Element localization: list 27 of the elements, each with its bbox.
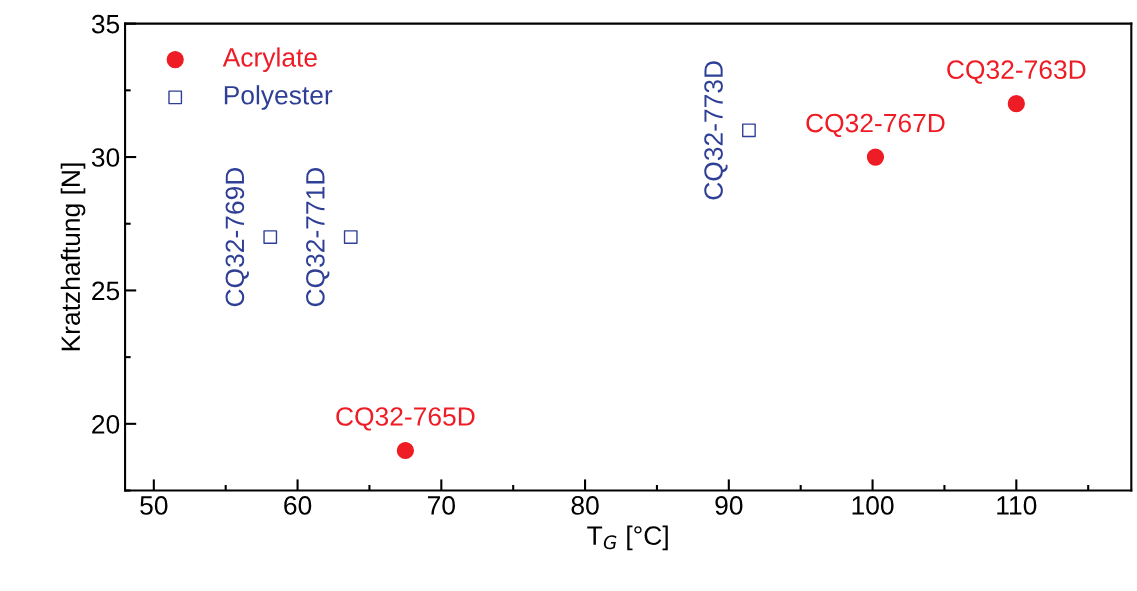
x-tick-label: 90 [715, 496, 743, 515]
x-axis-title: T$_{G}$ [°C] [587, 525, 668, 551]
annotation: CQ32-771D [306, 167, 330, 307]
legend-label: Polyester [224, 85, 333, 110]
point [263, 230, 278, 244]
point [343, 230, 358, 244]
x-tick-label: 80 [571, 496, 599, 515]
point [742, 123, 756, 138]
legend-label: Acrylate [222, 47, 317, 72]
annotation: CQ32-765D [336, 407, 475, 431]
point [1007, 95, 1025, 113]
annotation: CQ32-763D [947, 60, 1086, 84]
x-tick-label: 50 [140, 496, 168, 515]
y-axis-title: Kratzhaftung [N] [60, 163, 86, 351]
y-tick-label: 35 [91, 14, 120, 34]
annotation: CQ32-769D [225, 167, 249, 307]
x-tick-label: 70 [428, 496, 455, 515]
point [396, 441, 414, 460]
x-tick-label: 60 [284, 496, 312, 515]
x-tick-label: 110 [997, 496, 1037, 515]
y-tick-label: 20 [92, 414, 120, 434]
annotation: CQ32-767D [806, 113, 945, 138]
y-tick-label: 25 [92, 281, 120, 301]
annotation: CQ32-773D [704, 61, 728, 200]
point [866, 148, 885, 166]
x-tick-label: 100 [852, 496, 894, 515]
y-tick-label: 30 [91, 148, 120, 167]
